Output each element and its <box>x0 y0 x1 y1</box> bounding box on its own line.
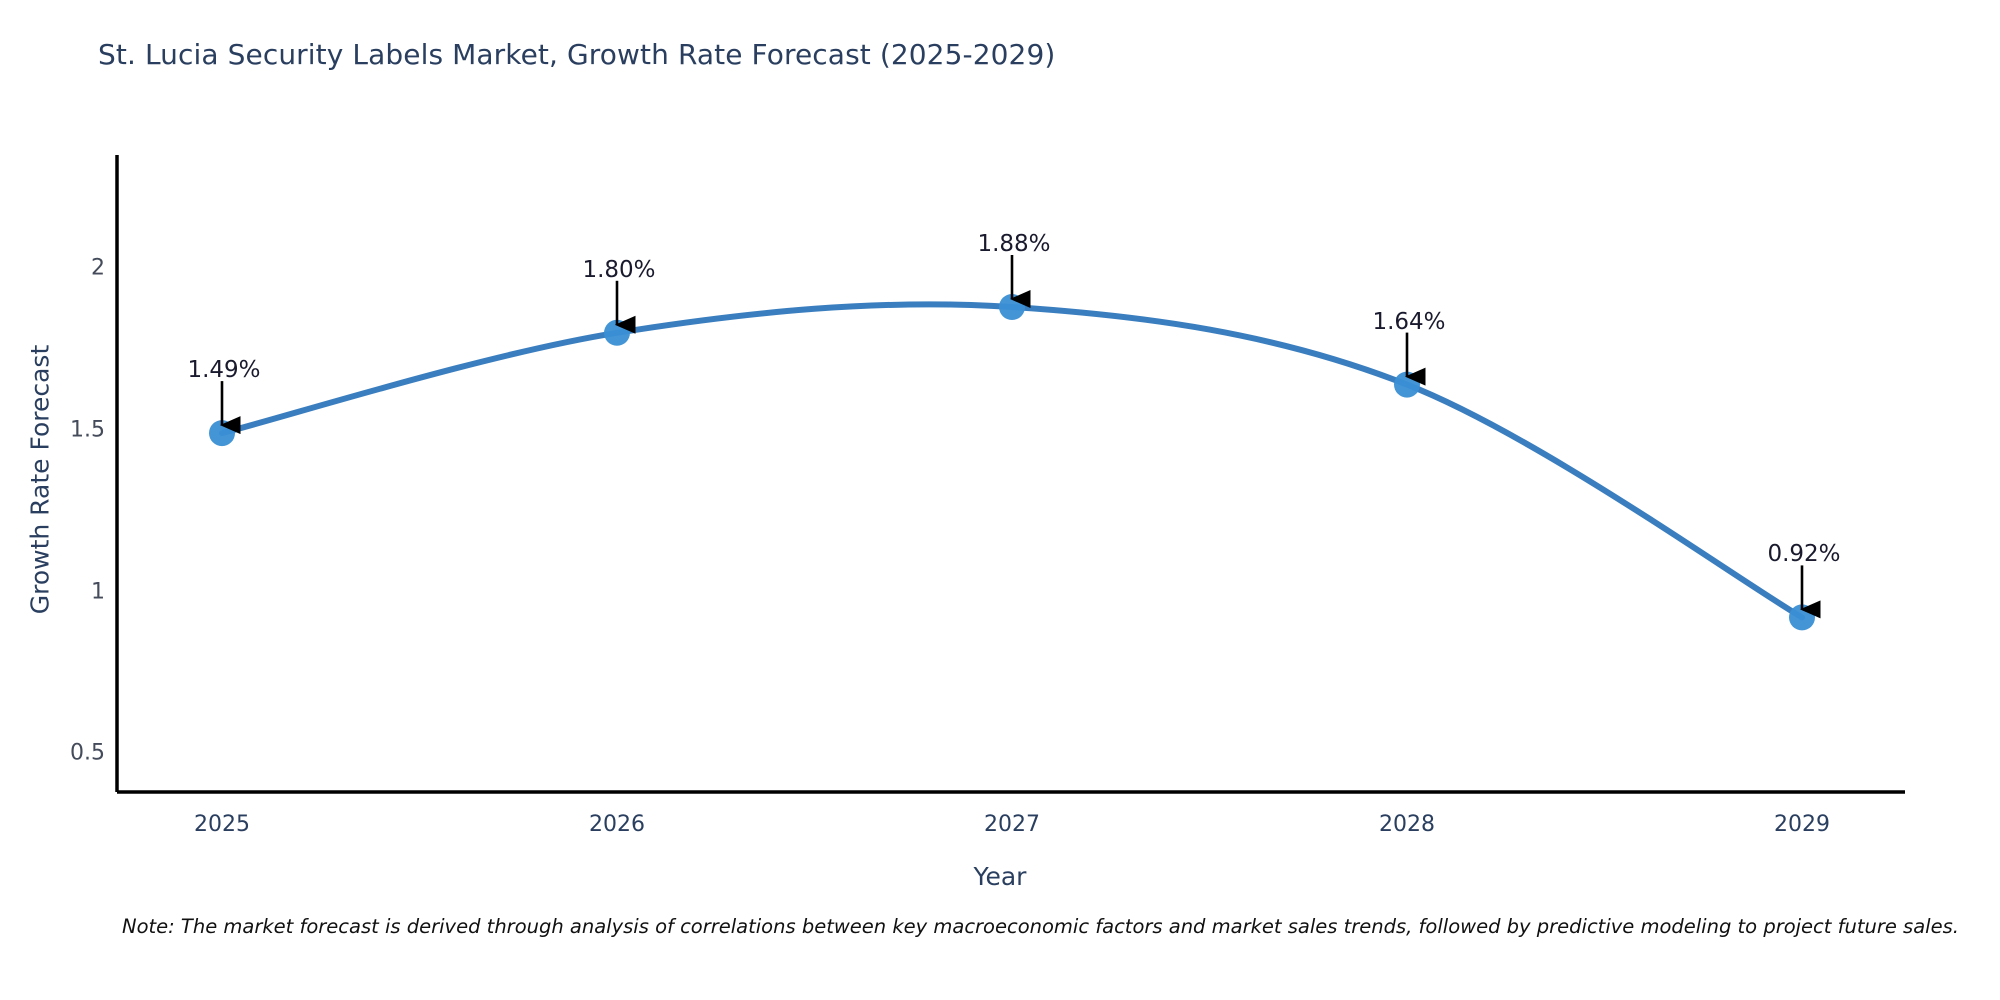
x-tick-label-2026: 2026 <box>589 812 645 837</box>
data-line-series-main <box>222 304 1800 663</box>
y-tick-label-1-5: 1.5 <box>70 417 105 443</box>
x-tick-label-2029: 2029 <box>1774 812 1830 837</box>
data-label-2028: 1.64% <box>1372 308 1446 335</box>
x-axis-title: Year <box>973 862 1027 891</box>
x-tick-label-2027: 2027 <box>984 812 1040 837</box>
chart-title: St. Lucia Security Labels Market, Growth… <box>98 38 1056 71</box>
y-tick-label-1: 1 <box>91 579 105 605</box>
x-tick-label-2028: 2028 <box>1379 812 1435 837</box>
data-label-2025: 1.49% <box>187 357 261 384</box>
data-label-2027: 1.88% <box>977 230 1051 257</box>
y-tick-label-2: 2 <box>91 255 105 281</box>
y-tick-label-0-5: 0.5 <box>70 740 105 766</box>
data-label-2029: 0.92% <box>1767 541 1841 568</box>
data-label-2026: 1.80% <box>582 256 656 283</box>
x-tick-label-2025: 2025 <box>194 812 250 837</box>
chart-footnote: Note: The market forecast is derived thr… <box>122 915 1959 938</box>
data-line-series <box>219 301 1805 621</box>
